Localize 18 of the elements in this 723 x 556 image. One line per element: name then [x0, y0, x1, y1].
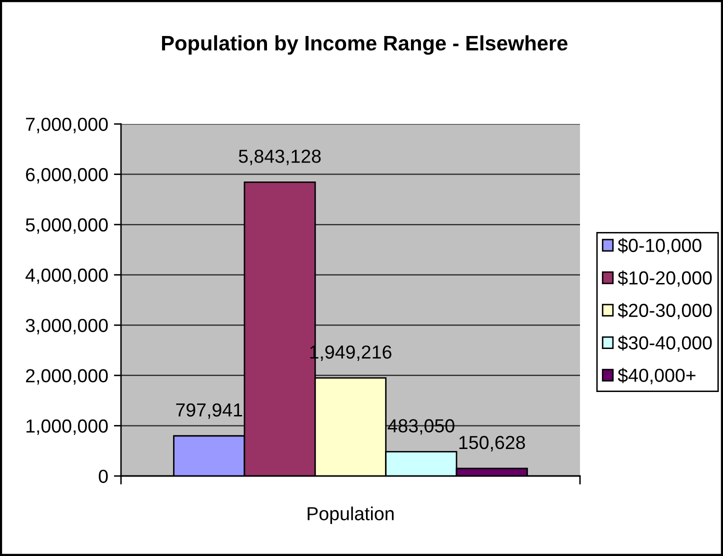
data-label: 5,843,128: [238, 150, 321, 166]
y-tick-label: 4,000,000: [26, 268, 108, 284]
legend-label: $20-30,000: [618, 302, 712, 320]
legend-label: $30-40,000: [618, 335, 712, 352]
chart-title: Population by Income Range - Elsewhere: [162, 35, 568, 55]
y-tick-label: 0: [98, 470, 108, 483]
data-label: 150,628: [459, 436, 525, 452]
y-tick-label: 2,000,000: [26, 369, 108, 385]
legend-label: $0-10,000: [618, 238, 702, 254]
y-tick-label: 5,000,000: [26, 218, 108, 234]
legend-label: $10-20,000: [618, 270, 712, 287]
data-label: 797,941: [176, 403, 242, 419]
y-tick-label: 7,000,000: [26, 118, 108, 134]
x-tick-label: Population: [308, 506, 394, 524]
y-tick-label: 6,000,000: [26, 168, 108, 184]
y-tick-label: 3,000,000: [26, 318, 108, 334]
legend-label: $40,000+: [618, 368, 696, 384]
y-tick-label: 1,000,000: [26, 419, 108, 435]
